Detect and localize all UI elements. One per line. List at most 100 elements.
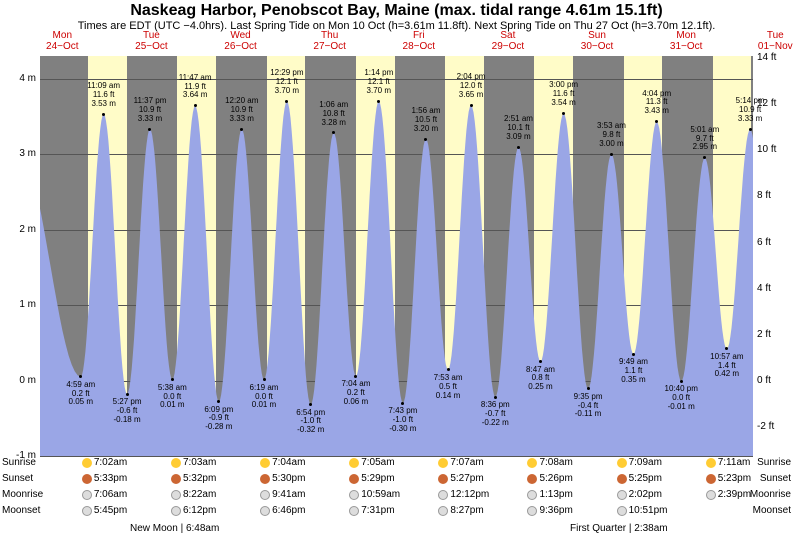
moon-icon — [260, 506, 270, 516]
sunset-icon — [82, 474, 92, 484]
footer-time: 7:11am — [718, 457, 751, 468]
footer-mark: 7:31pm — [349, 505, 394, 516]
sun-icon — [349, 458, 359, 468]
date-label: Tue01−Nov — [745, 30, 793, 52]
ytick-right: 12 ft — [757, 98, 785, 109]
date-label: Mon24−Oct — [32, 30, 92, 52]
ytick-right: 6 ft — [757, 237, 785, 248]
moon-icon — [617, 506, 627, 516]
extrema-dot — [587, 387, 590, 390]
footer-time: 7:07am — [450, 457, 483, 468]
footer-mark: 5:29pm — [349, 473, 394, 484]
plot-area: -1 m0 m1 m2 m3 m4 m-2 ft0 ft2 ft4 ft6 ft… — [40, 56, 753, 456]
sun-icon — [260, 458, 270, 468]
footer: Sunrise Sunrise 7:02am 7:03am 7:04am 7:05am 7:… — [0, 457, 793, 537]
moon-icon — [171, 490, 181, 500]
ytick-left: 3 m — [10, 148, 36, 159]
sunset-icon — [260, 474, 270, 484]
tide-curve — [40, 56, 753, 456]
ytick-left: 0 m — [10, 375, 36, 386]
sunset-icon — [438, 474, 448, 484]
footer-mark: 7:07am — [438, 457, 483, 468]
date-label: Sat29−Oct — [478, 30, 538, 52]
footer-time: 6:46pm — [272, 505, 305, 516]
footer-mark: 5:27pm — [438, 473, 483, 484]
footer-label-right: Sunset — [760, 473, 791, 484]
moon-icon — [82, 506, 92, 516]
footer-label-right: Sunrise — [757, 457, 791, 468]
footer-row-moonset: MoonsetMoonset5:45pm6:12pm6:46pm7:31pm8:… — [0, 505, 793, 521]
footer-time: 8:27pm — [450, 505, 483, 516]
footer-time: 12:12pm — [450, 489, 489, 500]
moon-icon — [438, 506, 448, 516]
date-label: Tue25−Oct — [121, 30, 181, 52]
footer-time: 7:08am — [539, 457, 572, 468]
footer-time: 5:25pm — [629, 473, 662, 484]
sunset-icon — [171, 474, 181, 484]
extrema-dot — [470, 104, 473, 107]
moon-icon — [527, 490, 537, 500]
footer-row-sunset: Sunset Sunset 5:33pm 5:32pm 5:30pm 5:29pm 5:27… — [0, 473, 793, 489]
moonphase-row: New Moon | 6:48amFirst Quarter | 2:38am — [0, 521, 793, 537]
footer-mark: 9:36pm — [527, 505, 572, 516]
footer-time: 7:03am — [183, 457, 216, 468]
extrema-dot — [263, 378, 266, 381]
footer-label-left: Moonset — [2, 505, 40, 516]
ytick-left: 4 m — [10, 73, 36, 84]
footer-time: 5:26pm — [539, 473, 572, 484]
footer-time: 1:13pm — [539, 489, 572, 500]
extrema-dot — [102, 113, 105, 116]
footer-time: 7:09am — [629, 457, 662, 468]
date-label: Wed26−Oct — [211, 30, 271, 52]
footer-row-sunrise: Sunrise Sunrise 7:02am 7:03am 7:04am 7:05am 7:… — [0, 457, 793, 473]
footer-label-left: Moonrise — [2, 489, 43, 500]
footer-mark: 7:09am — [617, 457, 662, 468]
chart-title: Naskeag Harbor, Penobscot Bay, Maine (ma… — [0, 2, 793, 20]
extrema-dot — [126, 393, 129, 396]
footer-time: 7:04am — [272, 457, 305, 468]
date-label: Mon31−Oct — [656, 30, 716, 52]
footer-label-left: Sunrise — [2, 457, 36, 468]
moonphase-left: New Moon | 6:48am — [130, 523, 219, 534]
extrema-dot — [494, 396, 497, 399]
footer-mark: 5:26pm — [527, 473, 572, 484]
sun-icon — [438, 458, 448, 468]
ytick-right: 10 ft — [757, 144, 785, 155]
ytick-right: 14 ft — [757, 52, 785, 63]
footer-mark: 8:27pm — [438, 505, 483, 516]
footer-mark: 5:33pm — [82, 473, 127, 484]
sunset-icon — [706, 474, 716, 484]
footer-mark: 5:32pm — [171, 473, 216, 484]
footer-time: 7:02am — [94, 457, 127, 468]
footer-label-left: Sunset — [2, 473, 33, 484]
footer-time: 7:31pm — [361, 505, 394, 516]
footer-time: 5:30pm — [272, 473, 305, 484]
sunset-icon — [617, 474, 627, 484]
footer-time: 7:05am — [361, 457, 394, 468]
date-label: Fri28−Oct — [389, 30, 449, 52]
footer-time: 2:02pm — [629, 489, 662, 500]
extrema-dot — [517, 146, 520, 149]
extrema-dot — [749, 128, 752, 131]
moon-icon — [171, 506, 181, 516]
sun-icon — [527, 458, 537, 468]
footer-mark: 7:08am — [527, 457, 572, 468]
ytick-right: 8 ft — [757, 190, 785, 201]
footer-row-moonrise: MoonriseMoonrise7:06am8:22am9:41am10:59a… — [0, 489, 793, 505]
footer-mark: 7:05am — [349, 457, 394, 468]
extrema-dot — [632, 353, 635, 356]
footer-mark: 12:12pm — [438, 489, 489, 500]
extrema-dot — [562, 112, 565, 115]
extrema-dot — [240, 128, 243, 131]
sun-icon — [617, 458, 627, 468]
footer-time: 9:41am — [272, 489, 305, 500]
footer-mark: 1:13pm — [527, 489, 572, 500]
footer-mark: 7:02am — [82, 457, 127, 468]
footer-time: 5:45pm — [94, 505, 127, 516]
moon-icon — [82, 490, 92, 500]
footer-label-right: Moonrise — [750, 489, 791, 500]
moon-icon — [706, 490, 716, 500]
footer-mark: 5:45pm — [82, 505, 127, 516]
ytick-right: 0 ft — [757, 375, 785, 386]
moon-icon — [260, 490, 270, 500]
